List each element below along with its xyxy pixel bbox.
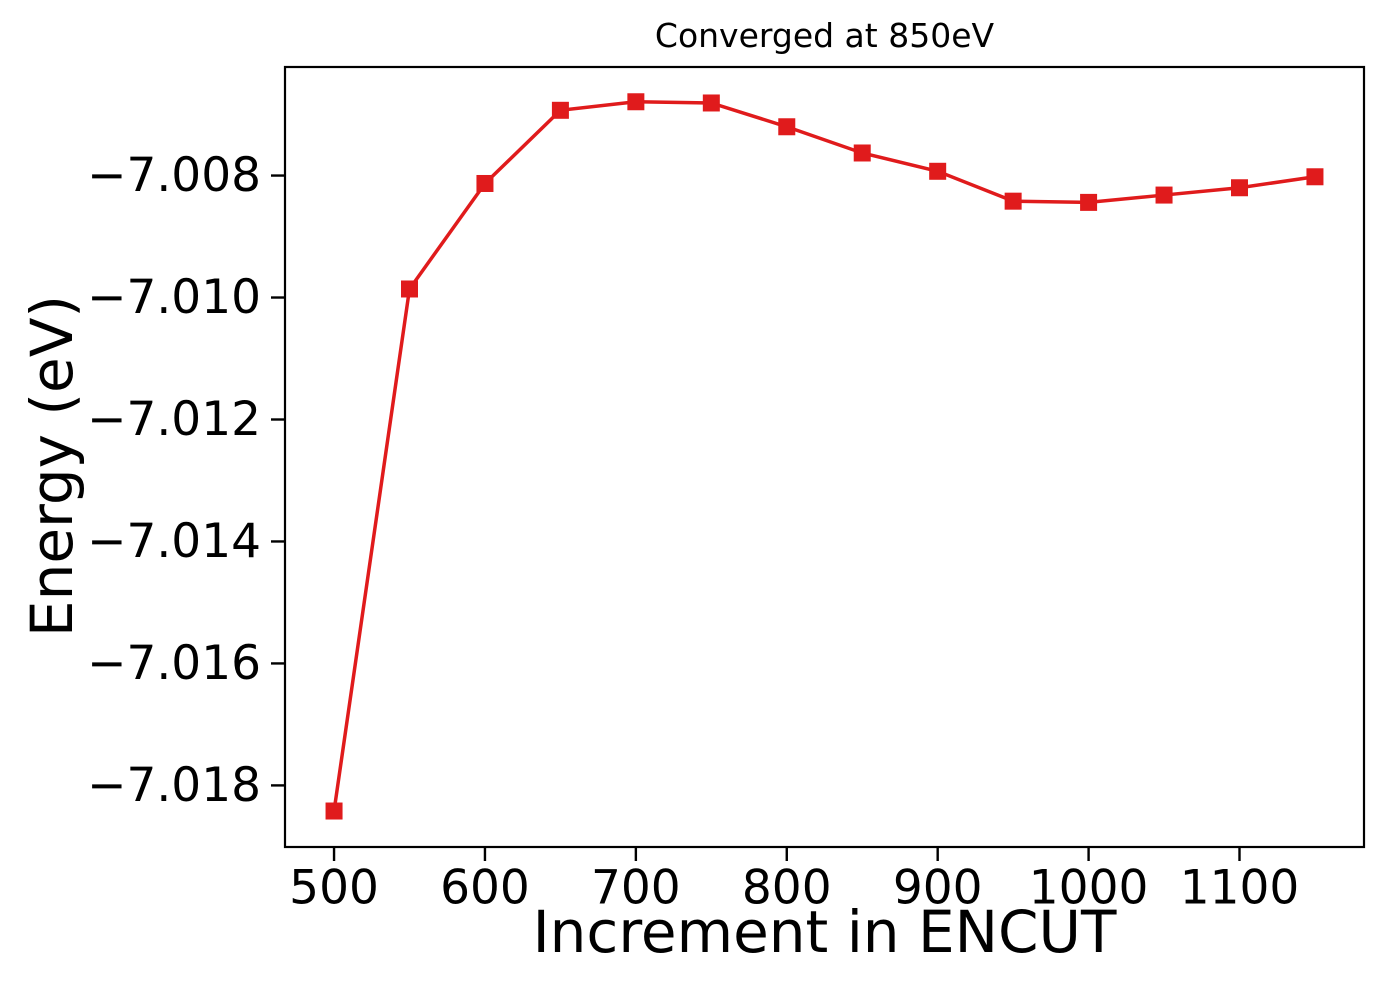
x-tick-label: 800 bbox=[742, 860, 832, 915]
data-line bbox=[332, 100, 1316, 812]
data-point-marker bbox=[1004, 192, 1022, 210]
data-point-marker bbox=[853, 144, 871, 162]
data-point-marker bbox=[325, 802, 343, 820]
x-axis-label: Increment in ENCUT bbox=[532, 898, 1117, 966]
chart-title: Converged at 850eV bbox=[654, 16, 995, 55]
plot-frame bbox=[283, 65, 1366, 849]
y-tick-label: −7.008 bbox=[87, 148, 261, 203]
x-tick-label: 900 bbox=[893, 860, 983, 915]
data-point-marker bbox=[929, 162, 947, 180]
y-tick-label: −7.010 bbox=[87, 270, 261, 325]
data-point-marker bbox=[778, 118, 796, 136]
y-tick-label: −7.016 bbox=[87, 636, 261, 691]
data-point-marker bbox=[1155, 186, 1173, 204]
data-point-marker bbox=[1231, 179, 1248, 197]
data-point-marker bbox=[1306, 168, 1324, 186]
y-tick-label: −7.012 bbox=[87, 392, 261, 447]
x-tick-label: 1000 bbox=[1029, 860, 1149, 915]
y-tick-label: −7.018 bbox=[87, 758, 261, 813]
data-point-marker bbox=[476, 174, 494, 192]
data-point-marker bbox=[401, 280, 418, 298]
data-point-marker bbox=[702, 94, 720, 112]
x-tick-label: 1100 bbox=[1180, 860, 1300, 915]
x-tick-label: 700 bbox=[591, 860, 681, 915]
data-point-marker bbox=[1080, 193, 1098, 211]
data-point-marker bbox=[627, 93, 645, 111]
data-point-marker bbox=[551, 101, 569, 119]
x-tick-label: 500 bbox=[289, 860, 379, 915]
y-tick-label: −7.014 bbox=[87, 514, 261, 569]
x-tick-label: 600 bbox=[440, 860, 530, 915]
